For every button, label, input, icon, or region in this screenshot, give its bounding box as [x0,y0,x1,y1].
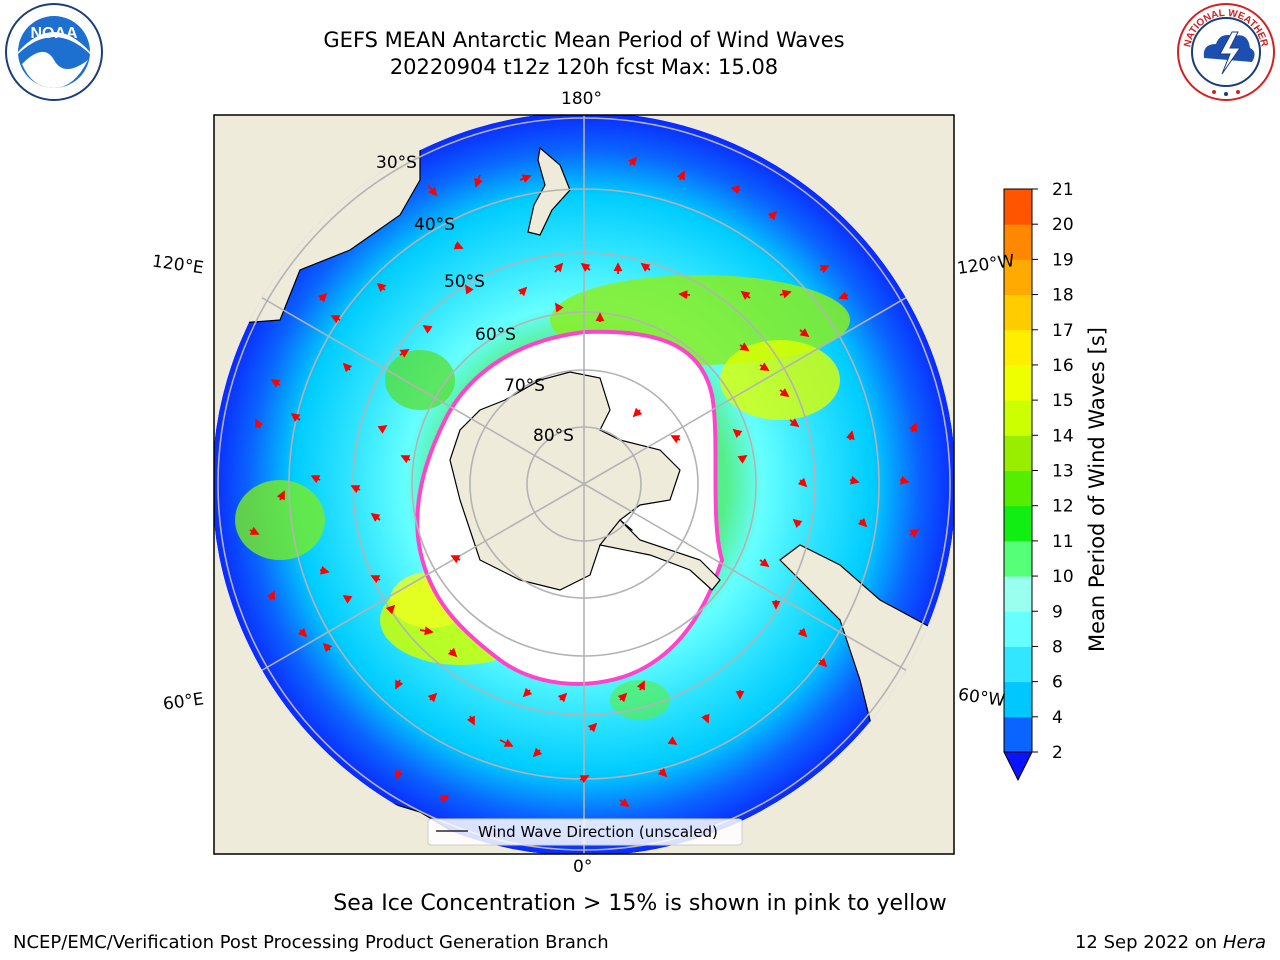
colorbar-segment [1004,611,1032,647]
colorbar-segment [1004,294,1032,331]
colorbar-segment [1004,364,1032,401]
colorbar-segment [1004,646,1032,683]
colorbar-tick-label: 11 [1052,532,1074,552]
footer-right: 12 Sep 2022 on Hera [1075,932,1266,953]
noaa-logo: NOAA [5,3,103,101]
colorbar-tick-label: 19 [1052,250,1074,270]
antarctica-land [449,371,681,591]
map-area: 30°S 40°S 50°S 60°S 70°S 80°S Wind Wave … [214,115,954,854]
lat-label-50s: 50°S [444,272,485,292]
lat-label-80s: 80°S [533,426,574,446]
colorbar-title: Mean Period of Wind Waves [s] [1085,327,1109,652]
map-frame [213,114,955,855]
colorbar-tick-label: 9 [1052,602,1063,622]
colorbar-tick-label: 13 [1052,462,1074,482]
colorbar-tick-label: 15 [1052,391,1074,411]
lat-label-60s: 60°S [475,325,516,345]
colorbar-tick-label: 10 [1052,567,1074,587]
period-blob [610,680,670,720]
colorbar-tick-label: 20 [1052,215,1074,235]
colorbar-segment [1004,224,1032,260]
chart-subtitle: 20220904 t12z 120h fcst Max: 15.08 [389,55,779,79]
colorbar: 2 4 6 8 9 10 11 12 13 14 15 16 17 18 19 20 21 [1003,180,1074,782]
colorbar-tick-label: 12 [1052,497,1074,517]
footer-left: NCEP/EMC/Verification Post Processing Pr… [13,932,609,953]
legend-label: Wind Wave Direction (unscaled) [478,823,718,841]
longitude-graticule [214,115,954,854]
colorbar-segment [1004,716,1032,753]
colorbar-segment [1004,189,1032,225]
lon-label-180: 180° [561,89,602,109]
period-blob [720,340,840,420]
wind-wave-arrows [249,156,920,808]
lat-label-30s: 30°S [376,153,417,173]
national-weather-service-logo: NATIONAL WEATHER SERVICE [1176,2,1275,101]
colorbar-tick-label: 16 [1052,356,1074,376]
footer-date: 12 Sep 2022 on [1074,932,1218,953]
colorbar-tick-label: 18 [1052,286,1074,306]
colorbar-tick-label: 21 [1052,180,1074,200]
colorbar-tick-label: 4 [1052,708,1063,728]
legend-box [427,818,743,846]
noaa-logo-text: NOAA [30,25,78,42]
colorbar-tick-label: 17 [1052,321,1074,341]
period-blob [385,350,455,410]
colorbar-segment [1004,576,1032,612]
colorbar-segment [1004,259,1032,296]
caption: Sea Ice Concentration > 15% is shown in … [333,891,947,916]
lat-label-70s: 70°S [504,376,545,396]
colorbar-extend-triangle [1003,751,1033,782]
footer-host: Hera [1222,932,1266,953]
colorbar-tick-label: 6 [1052,673,1063,693]
colorbar-tick-label: 2 [1052,743,1063,763]
antarctic-peninsula-land [598,519,721,591]
lat-label-40s: 40°S [414,215,455,235]
colorbar-segment [1004,435,1032,471]
period-blob [235,480,325,560]
colorbar-segment [1004,505,1032,542]
lon-label-0: 0° [573,857,593,877]
colorbar-segment [1004,470,1032,507]
colorbar-tick-label: 14 [1052,426,1074,446]
colorbar-segment [1004,400,1032,436]
colorbar-segment [1004,681,1032,718]
colorbar-tick-label: 8 [1052,637,1063,657]
colorbar-segment [1004,329,1032,366]
chart-title: GEFS MEAN Antarctic Mean Period of Wind … [323,28,845,52]
colorbar-segment [1004,540,1032,577]
